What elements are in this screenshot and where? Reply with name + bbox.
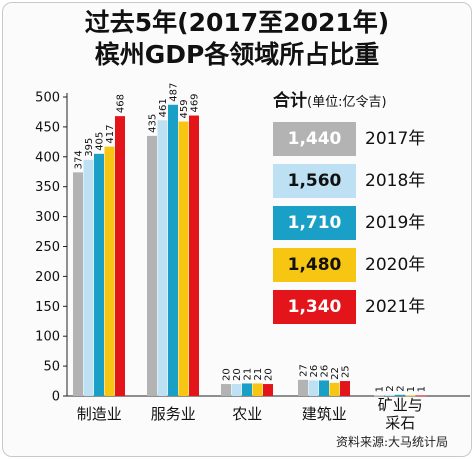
x-category-label: 服务业 bbox=[151, 405, 196, 423]
bar-value-label: 1 bbox=[417, 386, 428, 392]
y-tick-label: 200 bbox=[35, 270, 60, 285]
bar-value-label: 22 bbox=[330, 367, 341, 380]
bar bbox=[395, 394, 405, 396]
legend-year-2017: 2017年 bbox=[365, 129, 426, 149]
legend-row-2017: 1,440 2017年 bbox=[273, 122, 463, 156]
bar bbox=[329, 382, 340, 396]
legend-year-2019: 2019年 bbox=[365, 213, 426, 233]
y-tick-label: 100 bbox=[35, 330, 60, 345]
bar-value-label: 2 bbox=[385, 385, 396, 391]
bar-value-label: 435 bbox=[148, 114, 159, 133]
legend-year-2021: 2021年 bbox=[365, 297, 426, 317]
legend-heading-text: 合计 bbox=[273, 91, 307, 111]
bar bbox=[231, 384, 242, 396]
bar bbox=[374, 395, 384, 397]
bar-value-label: 417 bbox=[105, 125, 116, 144]
bar bbox=[189, 115, 199, 397]
bar-value-label: 20 bbox=[232, 368, 243, 381]
bar bbox=[242, 383, 252, 396]
chart-title-line2: 槟州GDP各领域所占比重 bbox=[94, 40, 380, 69]
y-tick-label: 500 bbox=[35, 91, 60, 106]
bar-value-label: 1 bbox=[375, 386, 386, 392]
bar bbox=[83, 159, 94, 396]
bar bbox=[308, 380, 319, 396]
y-tick-label: 150 bbox=[35, 300, 60, 315]
bar-value-label: 459 bbox=[179, 99, 190, 118]
legend-row-2018: 1,560 2018年 bbox=[273, 164, 463, 198]
bar bbox=[94, 153, 104, 396]
bar-value-label: 487 bbox=[169, 83, 180, 102]
y-tick-label: 400 bbox=[35, 150, 60, 165]
bar-value-label: 469 bbox=[190, 93, 201, 112]
bar bbox=[252, 383, 263, 396]
x-category-label: 农业 bbox=[232, 405, 262, 423]
bar bbox=[147, 135, 157, 396]
legend-swatch-2018: 1,560 bbox=[273, 164, 356, 198]
y-tick-label: 250 bbox=[35, 240, 60, 255]
legend-row-2021: 1,340 2021年 bbox=[273, 290, 463, 324]
bar bbox=[115, 116, 125, 397]
source-note: 资料来源:大马统计局 bbox=[335, 435, 448, 449]
legend-unit: (单位:亿令吉) bbox=[307, 95, 387, 110]
x-category-label: 制造业 bbox=[77, 405, 122, 423]
legend-row-2019: 1,710 2019年 bbox=[273, 206, 463, 240]
bar-value-label: 26 bbox=[320, 365, 331, 378]
bar-value-label: 21 bbox=[243, 368, 254, 381]
chart-title-line1: 过去5年(2017至2021年) bbox=[84, 8, 390, 37]
bar-value-label: 20 bbox=[264, 368, 275, 381]
y-tick-label: 300 bbox=[35, 210, 60, 225]
legend-swatch-2017: 1,440 bbox=[273, 122, 356, 156]
bar-value-label: 21 bbox=[253, 368, 264, 381]
y-tick-label: 0 bbox=[52, 390, 60, 405]
legend-year-2018: 2018年 bbox=[365, 171, 426, 191]
x-category-label: 矿业与 bbox=[378, 396, 423, 414]
bar bbox=[384, 394, 395, 396]
bar bbox=[104, 146, 115, 396]
bar-value-label: 395 bbox=[84, 138, 95, 157]
y-tick-label: 350 bbox=[35, 180, 60, 195]
bar bbox=[298, 379, 308, 396]
bar-value-label: 26 bbox=[309, 365, 320, 378]
bar-value-label: 468 bbox=[116, 94, 127, 113]
x-category-label: 采石 bbox=[385, 414, 415, 432]
bar bbox=[221, 384, 231, 396]
legend-swatch-2019: 1,710 bbox=[273, 206, 356, 240]
bar bbox=[73, 172, 83, 396]
bar bbox=[319, 380, 329, 396]
bar bbox=[416, 395, 426, 397]
bar bbox=[157, 120, 168, 397]
legend-swatch-2021: 1,340 bbox=[273, 290, 356, 324]
legend: 合计(单位:亿令吉) 1,440 2017年 1,560 2018年 1,710… bbox=[273, 90, 463, 324]
y-tick-label: 450 bbox=[35, 120, 60, 135]
bar-value-label: 25 bbox=[341, 365, 352, 378]
bar bbox=[178, 121, 189, 396]
bar bbox=[263, 384, 273, 396]
bar-value-label: 405 bbox=[95, 132, 106, 151]
bar bbox=[340, 381, 350, 396]
legend-year-2020: 2020年 bbox=[365, 255, 426, 275]
bar-value-label: 2 bbox=[396, 385, 407, 391]
legend-row-2020: 1,480 2020年 bbox=[273, 248, 463, 282]
bar bbox=[168, 104, 178, 397]
bar-value-label: 1 bbox=[406, 386, 417, 392]
bar-value-label: 27 bbox=[299, 364, 310, 377]
bar-value-label: 374 bbox=[74, 150, 85, 169]
bar-value-label: 20 bbox=[222, 368, 233, 381]
legend-heading: 合计(单位:亿令吉) bbox=[273, 90, 463, 112]
bar bbox=[405, 395, 416, 397]
x-category-label: 建筑业 bbox=[302, 405, 347, 423]
legend-swatch-2020: 1,480 bbox=[273, 248, 356, 282]
y-tick-label: 50 bbox=[43, 360, 60, 375]
bar-value-label: 461 bbox=[158, 98, 169, 117]
